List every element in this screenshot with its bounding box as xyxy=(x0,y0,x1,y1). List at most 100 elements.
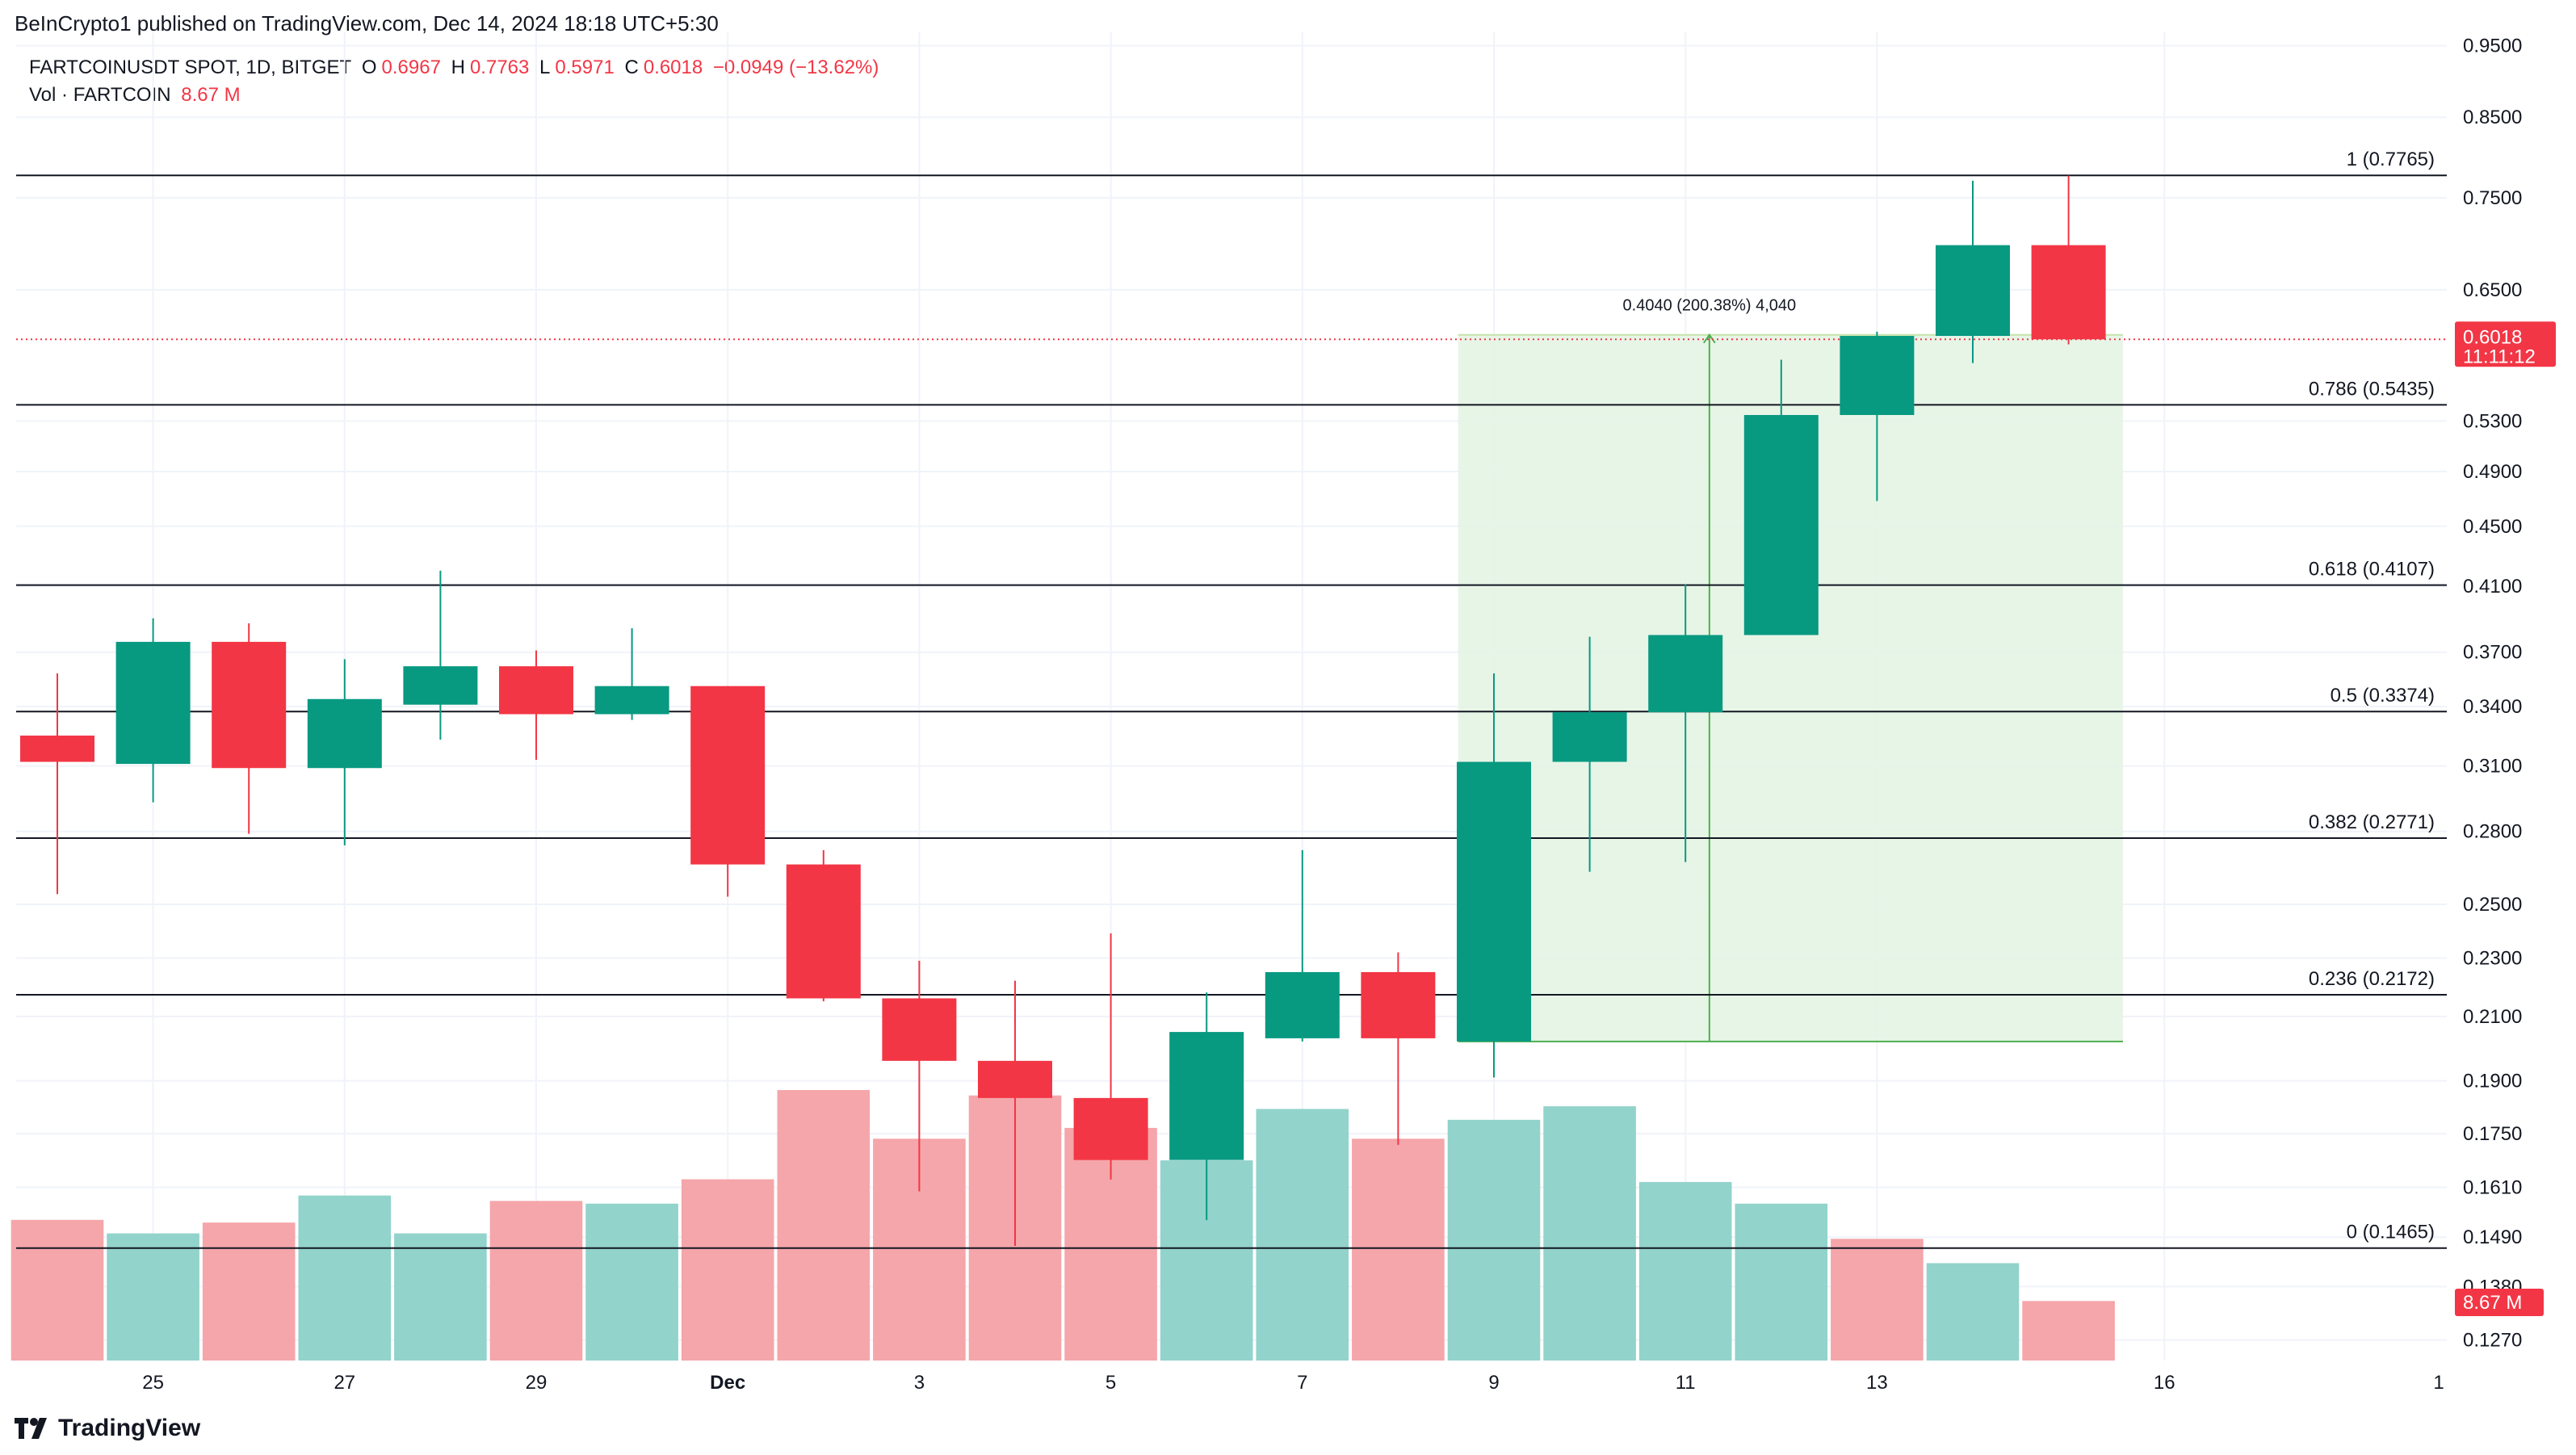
close-value: 0.6018 xyxy=(643,57,703,78)
y-tick-label: 0.1900 xyxy=(2463,1071,2522,1092)
y-tick-label: 0.5300 xyxy=(2463,410,2522,432)
fib-level-label: 0 (0.1465) xyxy=(2347,1222,2435,1243)
x-tick-label: 11 xyxy=(1676,1372,1696,1394)
volume-bar xyxy=(777,1090,871,1361)
candle-body[interactable] xyxy=(1457,761,1531,1042)
candle-body[interactable] xyxy=(1743,414,1819,635)
y-tick-label: 0.8500 xyxy=(2463,107,2522,128)
y-tick-label: 0.1610 xyxy=(2463,1177,2522,1199)
publisher-caption: BeInCrypto1 published on TradingView.com… xyxy=(15,11,719,36)
x-tick-label: 5 xyxy=(1105,1372,1116,1394)
candle-body[interactable] xyxy=(115,641,191,765)
change-value: −0.0949 (−13.62%) xyxy=(712,57,879,78)
volume-bar xyxy=(1543,1106,1636,1361)
candle-body[interactable] xyxy=(499,666,573,715)
y-tick-label: 0.1270 xyxy=(2463,1330,2522,1352)
volume-bar xyxy=(489,1201,583,1361)
candle-body[interactable] xyxy=(690,686,766,865)
y-tick-label: 0.3700 xyxy=(2463,642,2522,664)
last-price-tag-value: 0.6018 xyxy=(2463,326,2522,348)
symbol-name[interactable]: FARTCOINUSDT SPOT, 1D, BITGET xyxy=(29,57,352,78)
y-tick-label: 0.7500 xyxy=(2463,187,2522,209)
candle-body[interactable] xyxy=(1552,712,1627,762)
y-tick-label: 0.1750 xyxy=(2463,1123,2522,1145)
low-label: L xyxy=(539,57,551,78)
candle-body[interactable] xyxy=(1361,971,1436,1038)
volume-bar xyxy=(1831,1239,1924,1361)
candle-body[interactable] xyxy=(786,864,861,999)
candle-body[interactable] xyxy=(1265,971,1340,1038)
y-tick-label: 0.2300 xyxy=(2463,947,2522,969)
volume-bar xyxy=(1638,1181,1732,1361)
volume-bar xyxy=(681,1179,774,1361)
candle-body[interactable] xyxy=(1169,1032,1244,1160)
volume-bar xyxy=(394,1233,487,1361)
fib-level-label: 0.786 (0.5435) xyxy=(2309,378,2435,400)
close-label: C xyxy=(624,57,639,78)
price-range-label: 0.4040 (200.38%) 4,040 xyxy=(1623,297,1797,315)
x-tick-label: 13 xyxy=(1866,1372,1888,1394)
volume-bar xyxy=(107,1233,199,1361)
y-tick-label: 0.9500 xyxy=(2463,36,2522,57)
high-value: 0.7763 xyxy=(469,57,530,78)
volume-bar xyxy=(585,1203,678,1361)
candle-body[interactable] xyxy=(307,698,382,769)
candle-body[interactable] xyxy=(403,666,478,705)
volume-bar xyxy=(1352,1138,1445,1361)
volume-legend: Vol · FARTCOIN 8.67 M xyxy=(29,84,245,107)
y-tick-label: 0.2800 xyxy=(2463,821,2522,843)
candle-body[interactable] xyxy=(20,736,94,762)
volume-bar xyxy=(10,1219,104,1361)
x-tick-label: Dec xyxy=(710,1372,745,1394)
candle-body[interactable] xyxy=(978,1060,1052,1098)
volume-tag-value: 8.67 M xyxy=(2463,1292,2522,1314)
candle-body[interactable] xyxy=(1936,245,2010,337)
volume-value: 8.67 M xyxy=(181,84,241,106)
candle-body[interactable] xyxy=(1073,1097,1148,1160)
candle-body[interactable] xyxy=(1840,336,1915,415)
low-value: 0.5971 xyxy=(555,57,615,78)
y-tick-label: 0.1490 xyxy=(2463,1226,2522,1248)
tradingview-logo-icon xyxy=(15,1418,50,1439)
y-tick-label: 0.2500 xyxy=(2463,894,2522,916)
candle-body[interactable] xyxy=(2031,245,2106,340)
open-value: 0.6967 xyxy=(381,57,441,78)
tradingview-logo[interactable]: TradingView xyxy=(15,1415,200,1442)
y-tick-label: 0.3100 xyxy=(2463,756,2522,778)
last-price-countdown: 11:11:12 xyxy=(2463,346,2536,367)
y-tick-label: 0.6500 xyxy=(2463,279,2522,301)
tradingview-wordmark: TradingView xyxy=(58,1415,201,1441)
price-range-arrowhead-icon xyxy=(1703,333,1716,344)
volume-bar xyxy=(298,1195,392,1361)
high-label: H xyxy=(451,57,465,78)
y-tick-label: 0.3400 xyxy=(2463,696,2522,718)
x-tick-label: 27 xyxy=(334,1372,355,1394)
fib-level-label: 0.236 (0.2172) xyxy=(2309,968,2435,990)
x-tick-label: 9 xyxy=(1488,1372,1499,1394)
volume-bar xyxy=(1256,1109,1349,1361)
x-tick-label: 25 xyxy=(142,1372,164,1394)
candle-body[interactable] xyxy=(1648,635,1723,713)
volume-label[interactable]: Vol · FARTCOIN xyxy=(29,84,171,106)
volume-bar xyxy=(1926,1263,2020,1361)
x-tick-label: 7 xyxy=(1297,1372,1307,1394)
volume-bar xyxy=(202,1222,296,1361)
volume-bar xyxy=(1447,1119,1541,1361)
fib-level-label: 1 (0.7765) xyxy=(2347,149,2435,170)
y-tick-label: 0.4500 xyxy=(2463,516,2522,538)
y-tick-label: 0.4900 xyxy=(2463,461,2522,483)
candle-body[interactable] xyxy=(594,686,669,715)
y-tick-label: 0.4100 xyxy=(2463,576,2522,598)
candle-body[interactable] xyxy=(212,641,287,769)
x-tick-label: 16 xyxy=(2154,1372,2175,1394)
fib-level-label: 0.382 (0.2771) xyxy=(2309,811,2435,833)
candle-body[interactable] xyxy=(882,998,957,1061)
open-label: O xyxy=(361,57,377,78)
x-tick-label: 1 xyxy=(2433,1372,2444,1394)
last-price-tag xyxy=(2455,321,2556,367)
x-tick-label: 3 xyxy=(914,1372,925,1394)
volume-tag xyxy=(2455,1289,2544,1316)
volume-bar xyxy=(2022,1301,2115,1361)
